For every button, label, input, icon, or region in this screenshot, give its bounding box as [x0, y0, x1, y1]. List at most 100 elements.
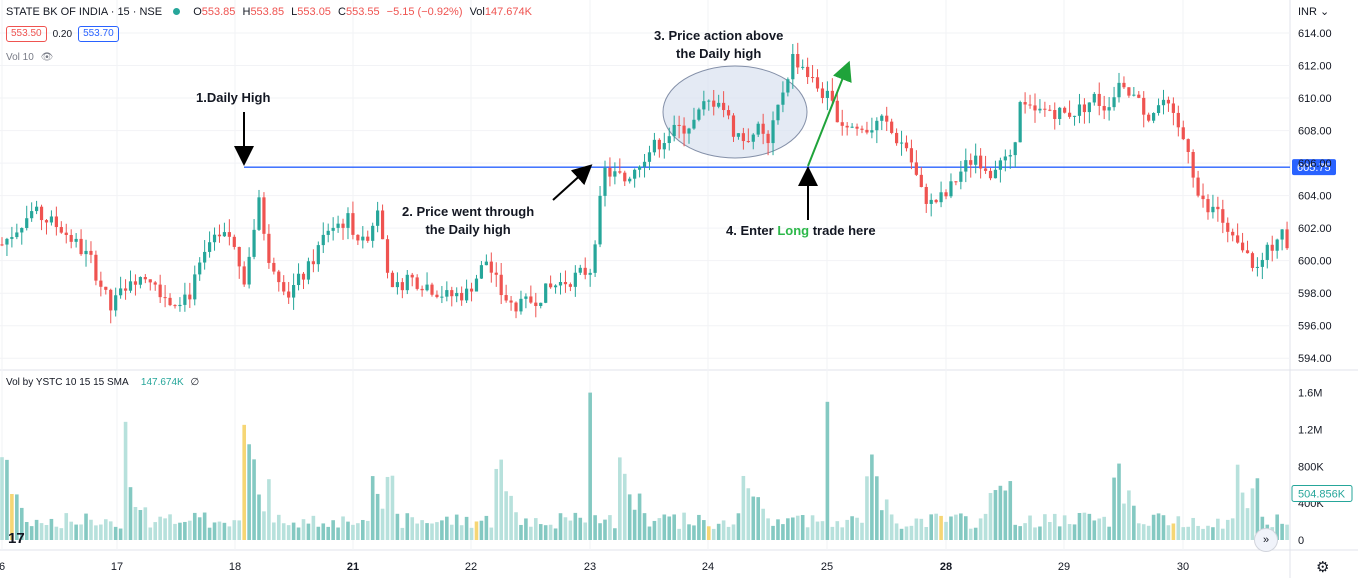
candle-body — [820, 88, 825, 98]
volume-bar — [5, 459, 9, 540]
volume-tick-label: 0 — [1298, 535, 1304, 547]
candle-body — [761, 123, 765, 134]
volume-bar — [618, 457, 622, 540]
candle-body — [875, 120, 879, 131]
candle-body — [840, 122, 844, 126]
volume-bar — [939, 515, 943, 540]
volume-bar — [296, 527, 301, 540]
volume-bar — [736, 513, 741, 540]
volume-bar — [533, 518, 538, 540]
volume-bars — [0, 392, 1289, 540]
candle-body — [692, 119, 696, 129]
candle-body — [123, 288, 128, 291]
price-tick-label: 596.00 — [1298, 321, 1332, 333]
time-tick-label: 22 — [465, 561, 477, 573]
eye-hidden-icon[interactable]: 👁︎ — [40, 52, 54, 63]
candle-body — [983, 168, 988, 171]
bid-chip[interactable]: 553.50 — [6, 26, 47, 42]
volume-bar — [593, 515, 597, 540]
candle-body — [756, 123, 760, 135]
volume-bar — [1196, 525, 1200, 540]
candle-body — [899, 142, 904, 144]
time-tick-label: 17 — [111, 561, 123, 573]
candle-body — [924, 186, 928, 204]
candle-body — [405, 274, 409, 291]
volume-bar — [0, 457, 4, 540]
volume-bar — [291, 522, 296, 540]
chevron-down-icon: ⌄ — [1316, 6, 1330, 18]
candle-body — [954, 181, 958, 183]
volume-bar — [860, 522, 864, 540]
candle-body — [544, 283, 548, 303]
candle-body — [1033, 105, 1037, 111]
candle-body — [183, 294, 187, 305]
candle-body — [415, 277, 419, 289]
annotation-3-line1: 3. Price action above — [654, 28, 784, 43]
scroll-to-realtime-button[interactable]: » — [1254, 528, 1278, 552]
candle-body — [865, 129, 869, 133]
candle-body — [890, 121, 894, 133]
candle-body — [573, 272, 577, 287]
volume-bar — [440, 520, 444, 540]
candle-body — [153, 282, 157, 285]
candle-body — [1270, 244, 1274, 251]
volume-bar — [449, 524, 454, 540]
candle-body — [514, 302, 518, 312]
candle-body — [331, 227, 335, 231]
volume-panel-legend[interactable]: Vol by YSTC 10 15 15 SMA 147.674K ∅ — [6, 377, 199, 388]
candle-body — [64, 232, 68, 235]
candle-body — [1008, 155, 1012, 157]
candle-body — [44, 220, 49, 223]
candle-body — [731, 115, 736, 137]
volume-bar — [197, 517, 202, 540]
candle-body — [469, 288, 474, 292]
candle-body — [1038, 108, 1042, 111]
annotation-price-above: 3. Price action above the Daily high — [654, 27, 783, 63]
volume-bar — [34, 519, 39, 540]
volume-bar — [430, 523, 434, 540]
volume-bar — [1102, 516, 1106, 540]
candle-body — [104, 286, 108, 290]
currency-selector[interactable]: INR ⌄ — [1298, 5, 1329, 18]
time-tick-label: 21 — [347, 561, 359, 573]
volume-bar — [1206, 525, 1210, 540]
volume-bar — [405, 513, 410, 540]
volume-bar — [652, 520, 657, 540]
gear-icon[interactable]: ⚙ — [1316, 559, 1330, 576]
volume-bar — [1132, 505, 1136, 540]
volume-bar — [1250, 488, 1255, 540]
volume-bar — [380, 508, 385, 540]
candle-body — [232, 236, 236, 247]
candle-body — [687, 128, 691, 134]
candle-body — [697, 109, 701, 120]
volume-bar — [741, 475, 746, 540]
candle-body — [1152, 113, 1156, 121]
volume-bar — [79, 524, 83, 540]
candle-body — [10, 237, 14, 239]
candle-body — [1023, 102, 1027, 105]
close-label: C — [338, 6, 346, 18]
candle-body — [677, 124, 681, 126]
volume-bar — [1082, 512, 1087, 540]
volume-bar — [267, 479, 271, 540]
ask-chip[interactable]: 553.70 — [78, 26, 119, 42]
volume-bar — [247, 444, 251, 540]
candle-body — [198, 262, 202, 275]
candle-body — [934, 199, 938, 203]
volume-bar — [1285, 524, 1289, 540]
volume-bar — [222, 522, 227, 540]
candle-body — [242, 266, 246, 285]
volume-bar — [370, 476, 375, 540]
candle-body — [79, 238, 83, 255]
volume-bar — [1127, 490, 1131, 540]
volume-bar — [598, 523, 602, 540]
symbol-name[interactable]: STATE BK OF INDIA · 15 · NSE — [6, 6, 163, 18]
annotation-4-pre: 4. Enter — [726, 223, 774, 238]
candle-body — [54, 216, 58, 228]
price-tick-label: 610.00 — [1298, 93, 1332, 105]
candle-body — [885, 115, 889, 122]
volume-bar — [400, 527, 405, 540]
volume-bar — [64, 513, 69, 540]
vol-indicator-legend[interactable]: Vol 10 👁︎ — [6, 52, 53, 63]
